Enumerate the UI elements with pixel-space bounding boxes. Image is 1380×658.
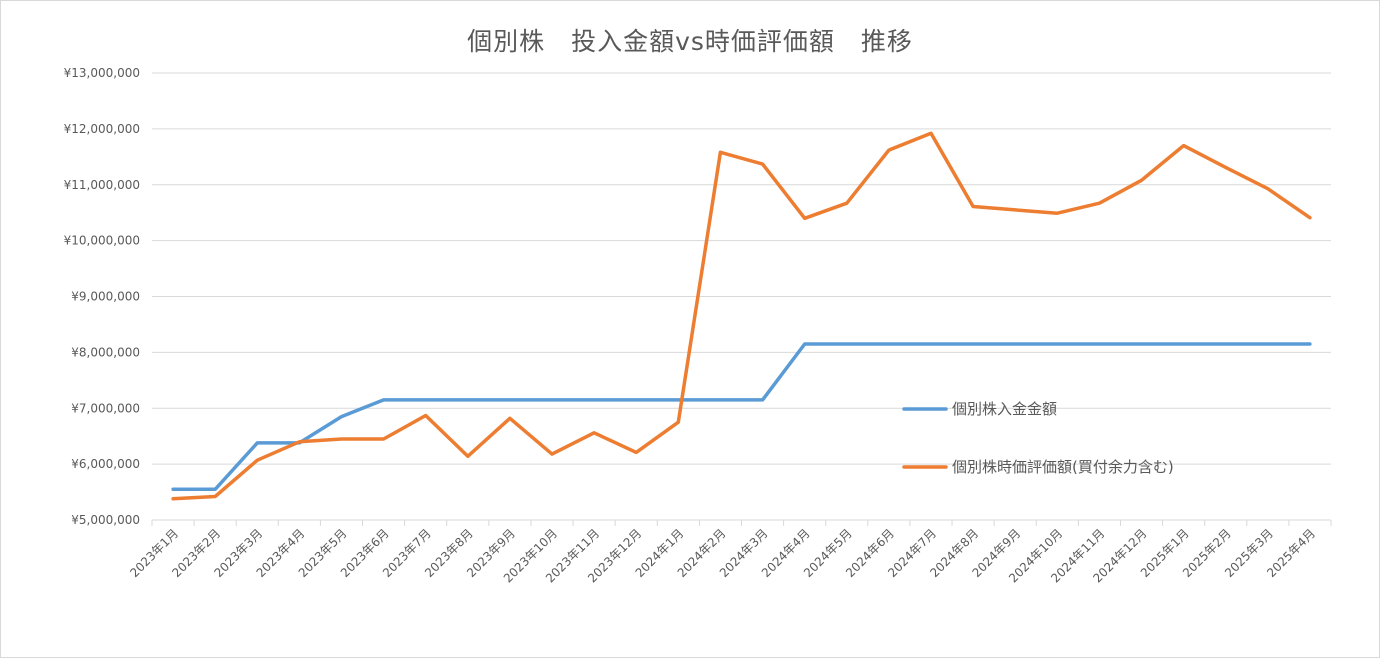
y-tick-label: ¥5,000,000 bbox=[71, 513, 140, 527]
y-tick-label: ¥9,000,000 bbox=[71, 290, 140, 304]
y-tick-label: ¥8,000,000 bbox=[71, 345, 140, 359]
x-axis: 2023年1月2023年2月2023年3月2023年4月2023年5月2023年… bbox=[127, 520, 1332, 585]
legend-label: 個別株入金金額 bbox=[952, 400, 1057, 418]
gridlines bbox=[152, 72, 1331, 521]
y-axis: ¥5,000,000 ¥6,000,000 ¥7,000,000 ¥8,000,000… bbox=[64, 66, 140, 527]
legend-label: 個別株時価評価額(買付余力含む) bbox=[952, 458, 1174, 476]
series-line-2 bbox=[171, 131, 1312, 501]
y-tick-label: ¥12,000,000 bbox=[64, 122, 140, 136]
y-tick-label: ¥13,000,000 bbox=[64, 66, 140, 80]
chart-title: 個別株 投入金額vs時価評価額 推移 bbox=[467, 27, 913, 56]
y-tick-label: ¥6,000,000 bbox=[71, 457, 140, 471]
y-tick-label: ¥11,000,000 bbox=[64, 178, 140, 192]
series-line-1 bbox=[171, 342, 1312, 492]
y-tick-label: ¥7,000,000 bbox=[71, 401, 140, 415]
series-lines bbox=[171, 131, 1312, 501]
y-tick-label: ¥10,000,000 bbox=[64, 234, 140, 248]
